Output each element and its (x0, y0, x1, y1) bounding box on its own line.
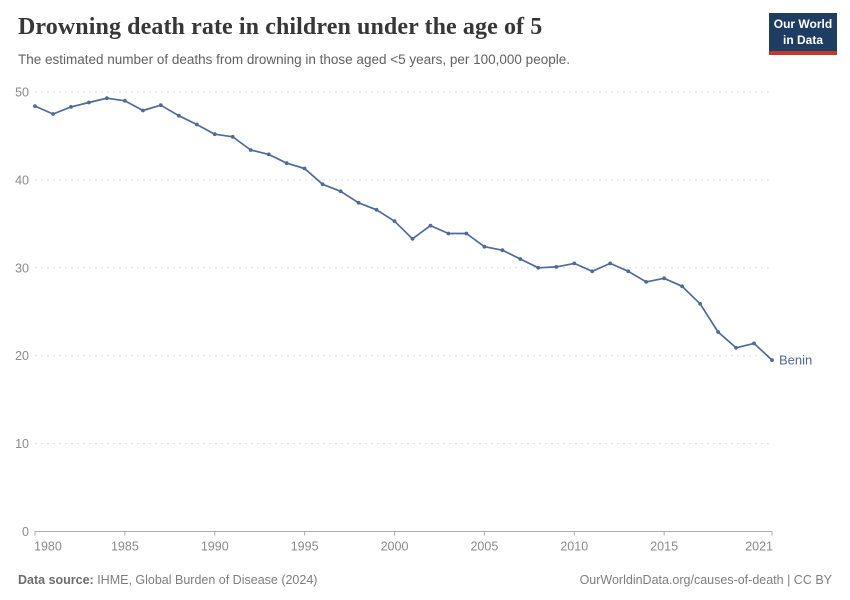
owid-logo-line2: in Data (782, 32, 823, 47)
data-point-1995[interactable] (302, 166, 307, 171)
data-point-2021[interactable] (770, 358, 774, 362)
data-point-1984[interactable] (105, 96, 109, 101)
data-point-1998[interactable] (356, 200, 361, 205)
data-point-1991[interactable] (230, 134, 235, 139)
data-source-text: IHME, Global Burden of Disease (2024) (93, 573, 318, 587)
data-point-1993[interactable] (266, 152, 271, 157)
data-point-2012[interactable] (608, 261, 613, 266)
y-tick-label-50: 50 (15, 86, 29, 100)
data-point-2003[interactable] (446, 231, 451, 236)
y-tick-label-30: 30 (15, 261, 29, 275)
data-point-2000[interactable] (392, 219, 397, 224)
chart-title: Drowning death rate in children under th… (18, 14, 543, 40)
data-point-1996[interactable] (320, 182, 325, 187)
y-tick-label-0: 0 (22, 525, 29, 539)
x-tick-label-2010: 2010 (560, 540, 588, 554)
data-point-1981[interactable] (51, 112, 55, 116)
data-point-2007[interactable] (518, 257, 523, 261)
data-point-2019[interactable] (734, 345, 738, 350)
data-point-1985[interactable] (123, 98, 127, 103)
x-tick-label-1995: 1995 (291, 540, 319, 554)
data-source-label: Data source: (18, 573, 94, 587)
data-point-2016[interactable] (680, 284, 684, 289)
data-point-2020[interactable] (752, 341, 756, 346)
data-point-1992[interactable] (248, 148, 253, 152)
data-point-1986[interactable] (141, 108, 145, 113)
data-point-1987[interactable] (158, 103, 163, 108)
data-point-2013[interactable] (626, 269, 631, 274)
data-point-2009[interactable] (554, 265, 559, 269)
x-tick-label-2005: 2005 (470, 540, 498, 554)
owid-logo[interactable]: Our World in Data (769, 13, 837, 56)
x-tick-label-1980: 1980 (34, 540, 62, 554)
data-point-1997[interactable] (338, 189, 343, 194)
data-point-2011[interactable] (590, 269, 595, 274)
data-point-1988[interactable] (176, 113, 181, 118)
data-point-2004[interactable] (464, 231, 469, 236)
data-point-2002[interactable] (428, 223, 433, 228)
data-point-2010[interactable] (572, 261, 577, 266)
y-tick-label-20: 20 (15, 349, 29, 363)
x-tick-label-2021: 2021 (745, 540, 773, 554)
data-point-1982[interactable] (69, 105, 73, 109)
data-point-2017[interactable] (698, 301, 702, 306)
x-tick-label-1990: 1990 (201, 540, 229, 554)
x-tick-label-1985: 1985 (111, 540, 139, 554)
data-point-2006[interactable] (500, 248, 505, 253)
owid-logo-line1: Our World (773, 17, 833, 31)
data-point-1980[interactable] (33, 104, 37, 108)
data-point-2015[interactable] (662, 276, 666, 281)
data-point-2018[interactable] (716, 330, 720, 334)
data-point-2008[interactable] (536, 265, 541, 270)
credit-link[interactable]: OurWorldinData.org/causes-of-death | CC … (579, 573, 832, 587)
y-tick-label-10: 10 (15, 437, 29, 451)
data-point-2014[interactable] (644, 280, 649, 284)
x-tick-label-2015: 2015 (650, 540, 678, 554)
data-point-1989[interactable] (194, 122, 199, 127)
data-source-note: Data source: IHME, Global Burden of Dise… (18, 573, 317, 587)
chart-footer: Data source: IHME, Global Burden of Dise… (18, 573, 832, 587)
data-point-1994[interactable] (284, 161, 289, 166)
x-tick-label-2000: 2000 (381, 540, 409, 554)
data-point-1983[interactable] (87, 100, 91, 105)
data-point-2001[interactable] (410, 236, 415, 241)
series-line-benin[interactable] (34, 97, 773, 361)
chart-subtitle: The estimated number of deaths from drow… (18, 52, 570, 67)
data-point-2005[interactable] (482, 244, 487, 249)
y-tick-label-40: 40 (15, 173, 29, 187)
data-point-1999[interactable] (374, 207, 379, 212)
series-end-label-benin: Benin (779, 353, 812, 368)
data-point-1990[interactable] (212, 132, 217, 137)
